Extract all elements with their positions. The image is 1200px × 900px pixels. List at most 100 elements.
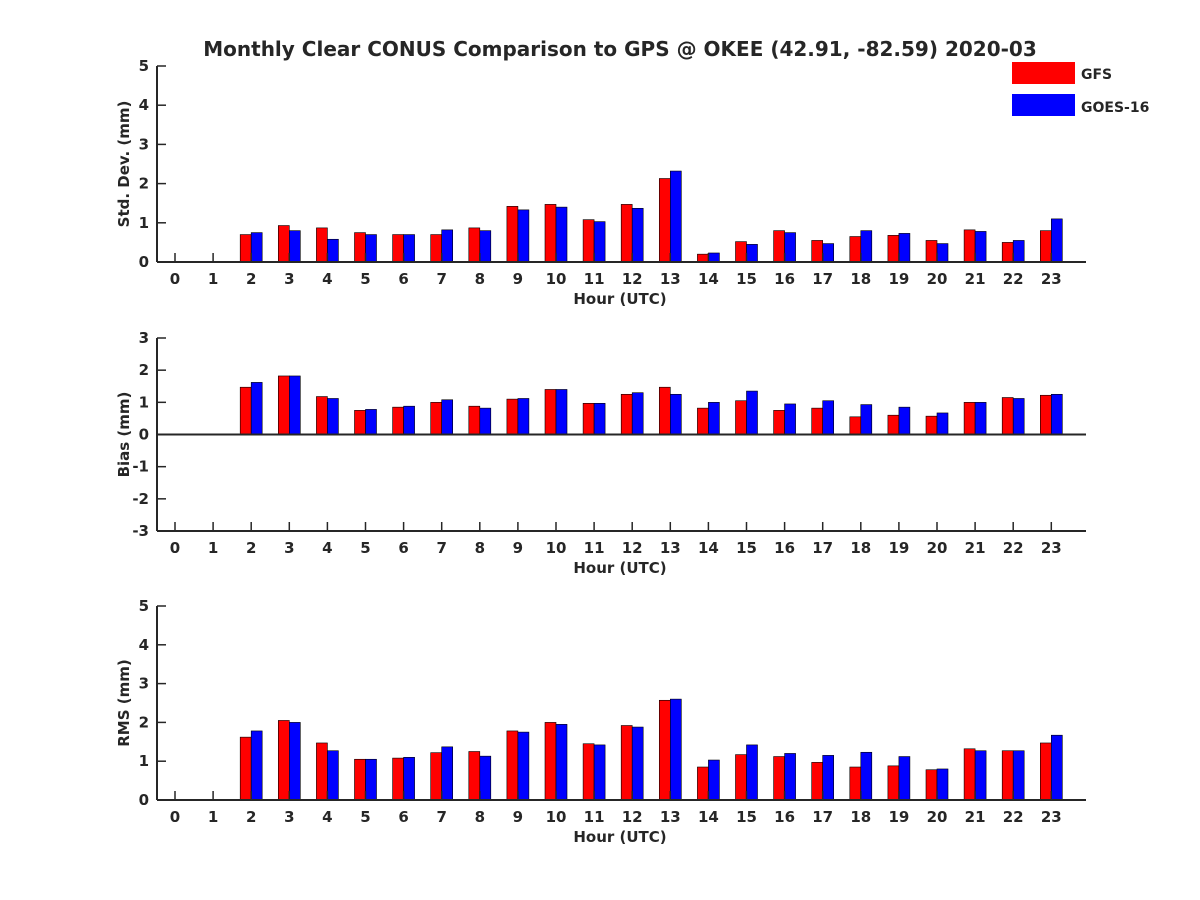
bar-rms-goes16-20 bbox=[936, 768, 949, 801]
chart-title: Monthly Clear CONUS Comparison to GPS @ … bbox=[203, 37, 1037, 61]
bar-rms-goes16-23 bbox=[1051, 734, 1063, 801]
bar-bias-goes16-8 bbox=[479, 407, 492, 435]
x-tick-label-rms: 11 bbox=[584, 808, 605, 826]
bar-std-dev-goes16-17 bbox=[822, 243, 835, 263]
y-tick-label-bias: -1 bbox=[132, 458, 149, 476]
bar-bias-gfs-16 bbox=[773, 410, 785, 435]
bar-rms-gfs-5 bbox=[354, 758, 366, 801]
bar-bias-goes16-10 bbox=[555, 389, 568, 435]
legend-label-gfs: GFS bbox=[1081, 67, 1112, 83]
bar-bias-gfs-15 bbox=[735, 400, 747, 435]
bar-rms-gfs-13 bbox=[658, 699, 671, 801]
bar-rms-goes16-16 bbox=[784, 753, 796, 801]
bar-std-dev-gfs-8 bbox=[468, 227, 481, 263]
y-tick-label-std-dev: 5 bbox=[139, 57, 149, 75]
x-tick-label-bias: 17 bbox=[812, 539, 833, 557]
legend-swatch-gfs bbox=[1012, 62, 1075, 84]
bar-rms-gfs-14 bbox=[697, 766, 709, 801]
bar-rms-gfs-10 bbox=[544, 722, 557, 801]
x-tick-label-rms: 12 bbox=[622, 808, 643, 826]
x-tick-label-bias: 10 bbox=[546, 539, 567, 557]
x-tick-label-bias: 22 bbox=[1003, 539, 1024, 557]
x-tick-label-bias: 21 bbox=[965, 539, 986, 557]
x-tick-label-rms: 14 bbox=[698, 808, 719, 826]
legend-label-goes16: GOES-16 bbox=[1081, 100, 1149, 116]
bar-std-dev-gfs-21 bbox=[963, 229, 976, 263]
x-tick-label-rms: 17 bbox=[812, 808, 833, 826]
bar-bias-goes16-19 bbox=[898, 406, 911, 435]
x-tick-label-rms: 0 bbox=[170, 808, 180, 826]
x-tick-label-rms: 1 bbox=[208, 808, 218, 826]
x-tick-label-std-dev: 2 bbox=[246, 270, 256, 288]
bar-bias-gfs-17 bbox=[811, 407, 824, 435]
x-tick-label-std-dev: 4 bbox=[322, 270, 332, 288]
bar-bias-goes16-17 bbox=[822, 400, 835, 435]
bar-rms-goes16-14 bbox=[708, 759, 720, 801]
bar-bias-gfs-19 bbox=[887, 414, 900, 435]
bar-rms-gfs-17 bbox=[811, 762, 824, 801]
bar-rms-gfs-21 bbox=[963, 748, 976, 801]
x-tick-label-rms: 22 bbox=[1003, 808, 1024, 826]
bar-rms-goes16-17 bbox=[822, 755, 835, 801]
x-tick-label-std-dev: 18 bbox=[850, 270, 871, 288]
x-tick-label-bias: 12 bbox=[622, 539, 643, 557]
bar-rms-goes16-11 bbox=[593, 744, 606, 801]
bar-std-dev-goes16-8 bbox=[479, 230, 492, 263]
x-tick-label-bias: 8 bbox=[475, 539, 485, 557]
bar-std-dev-gfs-9 bbox=[506, 206, 519, 263]
bar-std-dev-goes16-14 bbox=[708, 252, 720, 263]
bar-std-dev-gfs-3 bbox=[277, 225, 290, 263]
bar-std-dev-goes16-5 bbox=[365, 234, 377, 263]
x-tick-label-bias: 6 bbox=[398, 539, 408, 557]
bar-std-dev-gfs-13 bbox=[658, 178, 671, 263]
bar-std-dev-gfs-20 bbox=[925, 240, 938, 263]
bar-std-dev-goes16-16 bbox=[784, 232, 796, 263]
y-tick-label-bias: -3 bbox=[132, 522, 149, 540]
bar-std-dev-gfs-17 bbox=[811, 240, 824, 263]
y-tick-label-rms: 4 bbox=[139, 636, 149, 654]
x-tick-label-bias: 2 bbox=[246, 539, 256, 557]
bar-std-dev-gfs-15 bbox=[735, 241, 747, 263]
bar-rms-gfs-11 bbox=[582, 743, 595, 801]
bar-std-dev-gfs-10 bbox=[544, 204, 557, 263]
bar-bias-gfs-2 bbox=[239, 386, 252, 435]
x-tick-label-rms: 16 bbox=[774, 808, 795, 826]
x-tick-label-bias: 18 bbox=[850, 539, 871, 557]
bar-bias-gfs-9 bbox=[506, 398, 519, 435]
x-tick-label-bias: 19 bbox=[888, 539, 909, 557]
y-tick-label-std-dev: 1 bbox=[139, 214, 149, 232]
bar-rms-goes16-22 bbox=[1012, 750, 1025, 801]
x-tick-label-bias: 11 bbox=[584, 539, 605, 557]
bar-rms-gfs-16 bbox=[773, 756, 785, 801]
x-tick-label-std-dev: 5 bbox=[360, 270, 370, 288]
bar-std-dev-gfs-16 bbox=[773, 230, 785, 263]
bar-std-dev-gfs-2 bbox=[239, 234, 252, 263]
bar-rms-gfs-20 bbox=[925, 769, 938, 801]
legend-swatch-goes16 bbox=[1012, 94, 1075, 116]
bar-std-dev-goes16-19 bbox=[898, 233, 911, 263]
y-tick-label-std-dev: 3 bbox=[139, 135, 149, 153]
bar-rms-gfs-3 bbox=[277, 720, 290, 801]
bar-std-dev-goes16-13 bbox=[669, 170, 682, 263]
x-tick-label-bias: 14 bbox=[698, 539, 719, 557]
bar-rms-goes16-5 bbox=[365, 758, 377, 801]
bar-rms-goes16-7 bbox=[441, 746, 454, 801]
y-tick-label-std-dev: 0 bbox=[139, 253, 149, 271]
bar-std-dev-goes16-4 bbox=[327, 238, 339, 263]
x-tick-label-std-dev: 11 bbox=[584, 270, 605, 288]
legend: GFS GOES-16 bbox=[1012, 62, 1149, 116]
x-tick-label-rms: 9 bbox=[513, 808, 523, 826]
y-tick-label-bias: 0 bbox=[139, 426, 149, 444]
bar-bias-goes16-23 bbox=[1051, 393, 1063, 435]
x-tick-label-std-dev: 6 bbox=[398, 270, 408, 288]
bar-bias-goes16-20 bbox=[936, 412, 949, 435]
bar-bias-gfs-13 bbox=[658, 386, 671, 435]
bar-bias-goes16-9 bbox=[517, 398, 530, 435]
x-tick-label-std-dev: 3 bbox=[284, 270, 294, 288]
x-tick-label-bias: 23 bbox=[1041, 539, 1062, 557]
bar-rms-gfs-6 bbox=[392, 757, 404, 801]
bar-bias-gfs-8 bbox=[468, 405, 481, 435]
x-tick-label-rms: 4 bbox=[322, 808, 332, 826]
